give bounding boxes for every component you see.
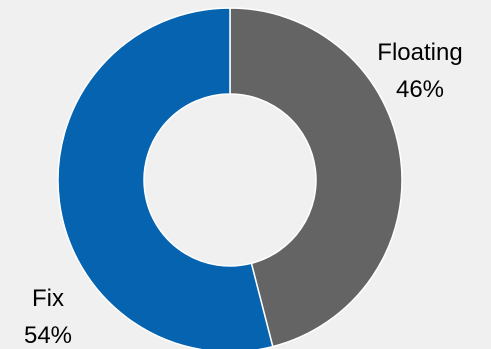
fix-name-label: Fix <box>32 285 64 312</box>
slice-floating <box>229 7 403 348</box>
floating-percent-label: 46% <box>396 76 444 103</box>
slices-group <box>57 7 403 349</box>
floating-name-label: Floating <box>377 39 462 66</box>
fix-percent-label: 54% <box>24 322 72 349</box>
slice-fix <box>57 7 274 349</box>
